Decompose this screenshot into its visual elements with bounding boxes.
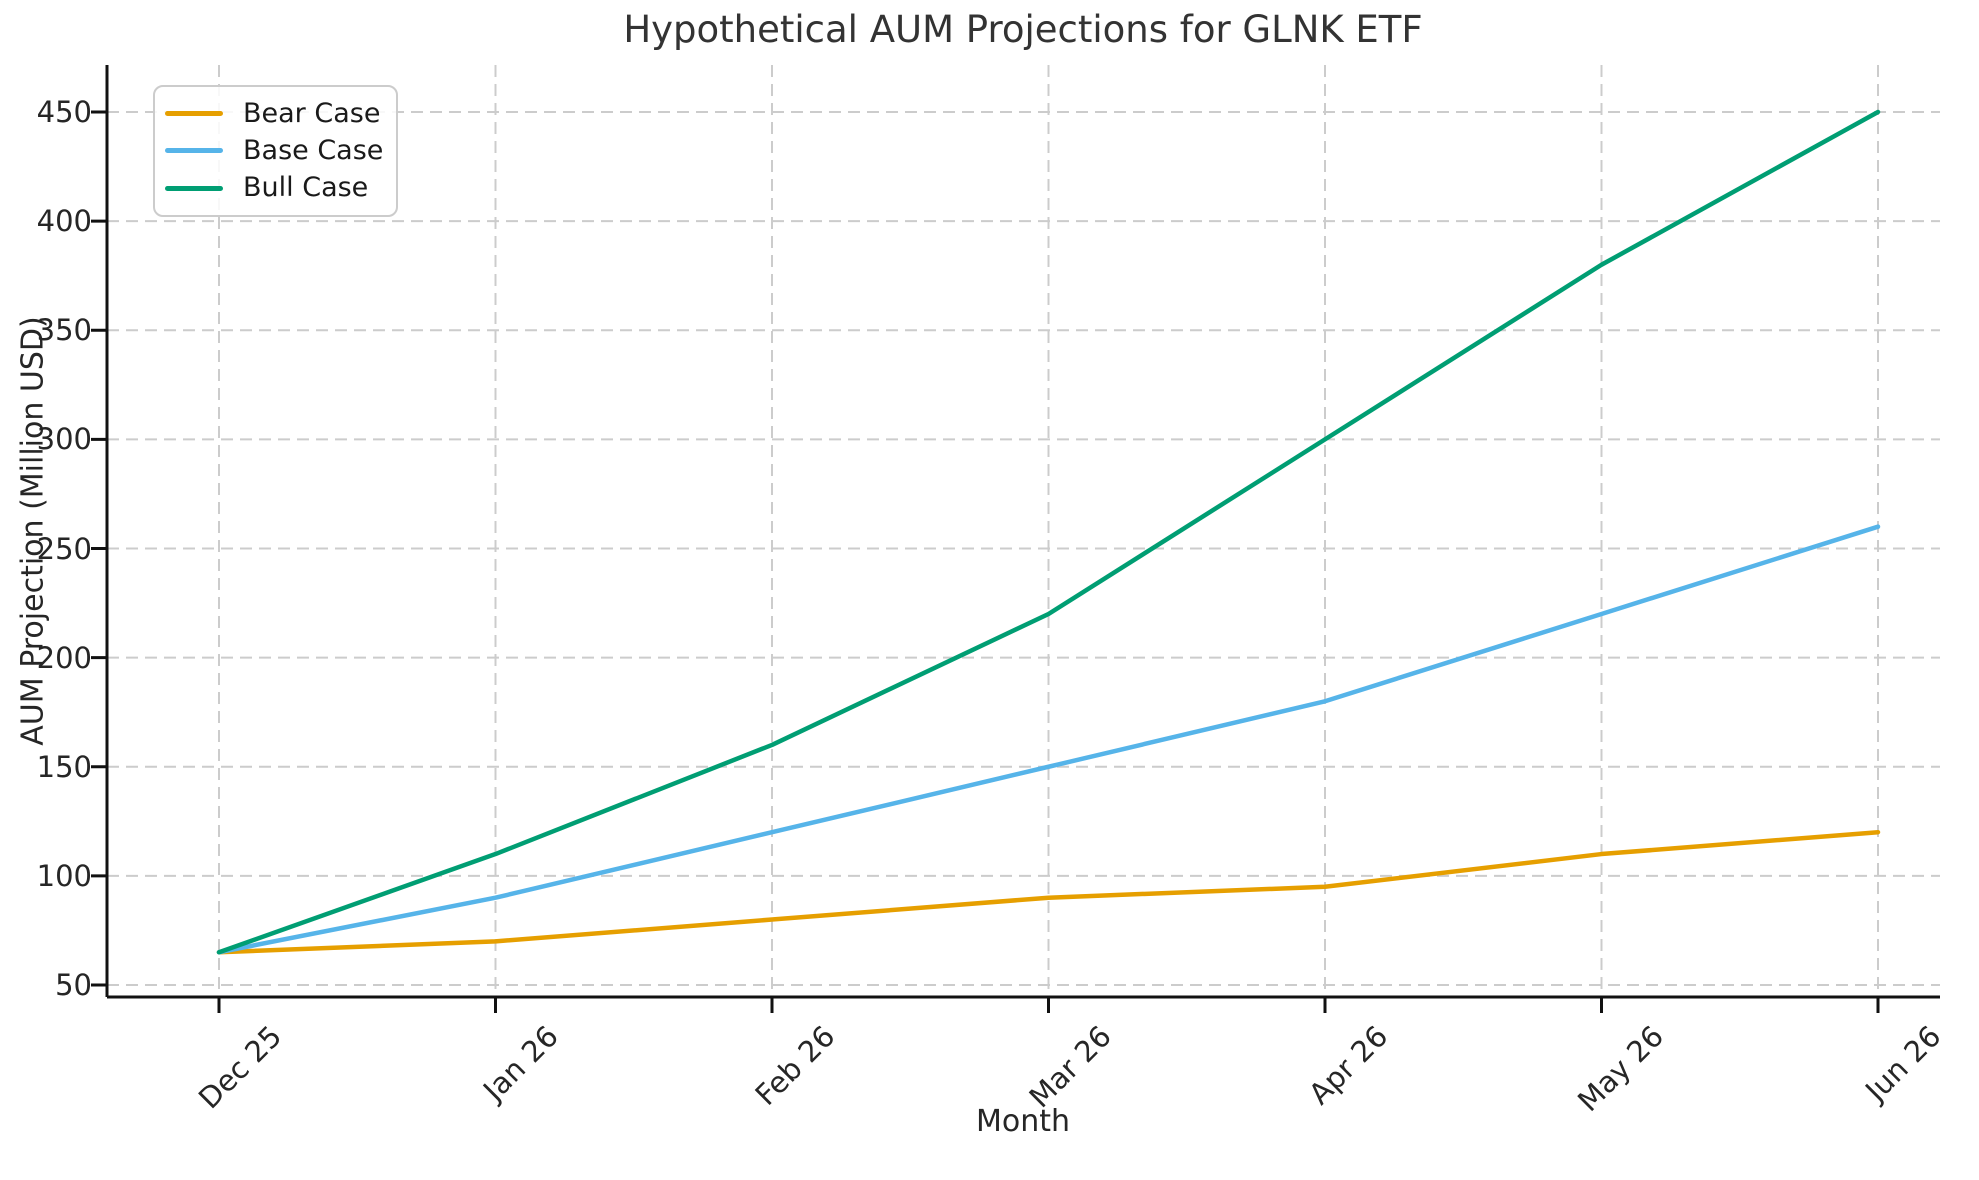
y-tick-label: 350 [36,313,92,348]
legend: Bear Case Base Case Bull Case [153,85,398,217]
legend-item-bull-case: Bull Case [165,173,390,203]
y-tick-label: 450 [36,95,92,129]
legend-item-base-case: Base Case [165,136,390,166]
legend-label: Bull Case [243,172,369,204]
x-axis-label: Month [975,1104,1071,1139]
y-tick-label: 250 [36,531,92,566]
legend-label: Bear Case [243,97,381,129]
y-tick-label: 300 [36,422,92,457]
legend-swatch-bear-case [165,111,223,117]
y-tick-label: 100 [36,858,92,893]
chart-title: Hypothetical AUM Projections for GLNK ET… [623,8,1423,51]
y-tick-label: 50 [55,968,92,1002]
series-line-bear-case [216,829,1881,955]
series-line-base-case [216,524,1881,955]
y-tick-label: 200 [36,640,92,675]
y-tick-label: 400 [36,204,92,239]
legend-swatch-bull-case [165,185,223,191]
legend-item-bear-case: Bear Case [165,99,390,129]
y-tick-label: 150 [36,749,92,784]
legend-swatch-base-case [165,148,223,154]
series-line-bull-case [216,109,1881,955]
legend-label: Base Case [243,135,384,167]
